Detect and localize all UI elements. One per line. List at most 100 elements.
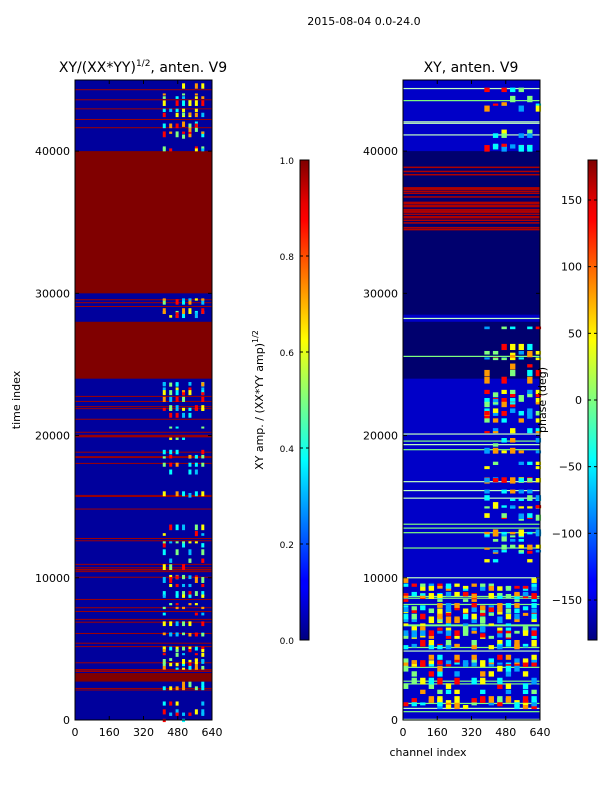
heatmap-cell [471, 645, 477, 650]
heatmap-cell [162, 665, 166, 670]
heatmap-cell [522, 702, 529, 706]
heatmap-cell [162, 591, 166, 596]
heatmap-cell [462, 704, 469, 710]
xtick-label: 0 [72, 726, 79, 739]
heatmap-cell [518, 544, 524, 549]
heatmap-cell [403, 578, 409, 583]
heatmap-cell [420, 593, 426, 599]
heatmap-cell [514, 613, 520, 620]
phase-xlabel: channel index [389, 746, 467, 759]
heatmap-cell [411, 608, 417, 614]
heatmap-cell [411, 630, 417, 636]
heatmap-cell [514, 639, 520, 647]
heatmap-cell [411, 626, 417, 633]
heatmap-cell [522, 606, 529, 611]
heatmap-cell [484, 326, 490, 330]
heatmap-cell [188, 583, 192, 588]
heatmap-cell [471, 607, 477, 613]
heatmap-cell [175, 108, 179, 112]
heatmap-cell [420, 586, 426, 591]
heatmap-cell [75, 418, 212, 420]
heatmap-cell [437, 608, 443, 614]
heatmap-cell [527, 550, 533, 554]
heatmap-cell [403, 170, 540, 173]
heatmap-cell [437, 645, 443, 650]
heatmap-cell [501, 418, 507, 423]
heatmap-cell [454, 603, 460, 608]
heatmap-cell [403, 134, 540, 136]
heatmap-cell [194, 100, 198, 106]
heatmap-cell [428, 583, 435, 587]
heatmap-cell [505, 664, 512, 667]
heatmap-cell [527, 513, 533, 518]
heatmap-cell [169, 712, 173, 716]
heatmap-cell [484, 506, 490, 509]
heatmap-cell [403, 210, 540, 212]
heatmap-cell [488, 664, 494, 667]
heatmap-cell [75, 508, 212, 510]
heatmap-cell [518, 395, 524, 402]
heatmap-cell [535, 105, 542, 112]
heatmap-cell [531, 664, 537, 667]
heatmap-cell [188, 681, 192, 688]
colorbar-tick-label: 1.0 [280, 157, 295, 167]
heatmap-cell [484, 531, 490, 535]
heatmap-cell [484, 87, 490, 93]
heatmap-cell [527, 428, 533, 434]
heatmap-cell [169, 454, 173, 459]
heatmap-cell [514, 700, 520, 703]
heatmap-cell [75, 408, 212, 410]
heatmap-cell [420, 664, 426, 667]
heatmap-cell [428, 654, 435, 660]
heatmap-cell [445, 607, 452, 613]
heatmap-cell [403, 489, 540, 492]
heatmap-cell [169, 658, 173, 661]
heatmap-cell [531, 702, 537, 707]
heatmap-cell [175, 396, 179, 402]
heatmap-cell [480, 626, 486, 633]
heatmap-cell [501, 102, 507, 106]
heatmap-cell [194, 646, 198, 651]
heatmap-cell [182, 299, 186, 305]
heatmap-cell [169, 646, 173, 651]
heatmap-cell [501, 477, 507, 483]
heatmap-cell [194, 491, 198, 497]
heatmap-cell [182, 396, 186, 402]
heatmap-cell [535, 514, 542, 521]
heatmap-cell [162, 491, 166, 497]
heatmap-cell [454, 702, 460, 706]
xtick-label: 640 [202, 726, 223, 739]
heatmap-cell [535, 461, 542, 465]
heatmap-cell [182, 412, 186, 418]
heatmap-cell [518, 410, 524, 416]
heatmap-cell [194, 112, 198, 118]
heatmap-cell [510, 498, 516, 501]
heatmap-cell [194, 146, 198, 150]
heatmap-cell [471, 664, 477, 667]
heatmap-cell [454, 658, 460, 663]
heatmap-cell [505, 696, 512, 703]
heatmap-cell [162, 533, 166, 536]
heatmap-cell [169, 621, 173, 627]
heatmap-cell [527, 133, 533, 138]
heatmap-cell [531, 662, 537, 665]
heatmap-cell [522, 612, 529, 616]
heatmap-cell [403, 213, 540, 216]
heatmap-cell [411, 606, 417, 611]
heatmap-cell [501, 343, 507, 351]
heatmap-cell [488, 593, 494, 596]
heatmap-cell [445, 639, 452, 647]
heatmap-cell [484, 145, 490, 152]
heatmap-cell [182, 541, 186, 544]
heatmap-cell [497, 665, 503, 672]
heatmap-cell [514, 585, 520, 589]
heatmap-cell [188, 412, 192, 418]
heatmap-cell [501, 513, 507, 518]
heatmap-cell [514, 603, 520, 608]
heatmap-cell [531, 593, 537, 599]
heatmap-cell [169, 462, 173, 467]
heatmap-cell [518, 133, 524, 138]
heatmap-cell [497, 643, 503, 647]
heatmap-cell [497, 593, 503, 599]
heatmap-cell [510, 538, 516, 542]
